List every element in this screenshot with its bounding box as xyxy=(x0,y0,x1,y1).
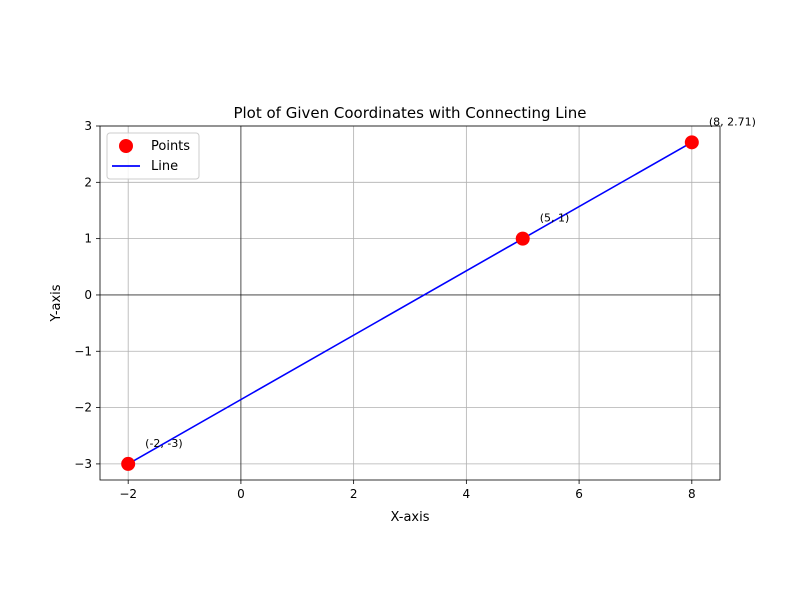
x-tick-label: 6 xyxy=(575,487,583,501)
y-tick-label: 1 xyxy=(84,232,92,246)
data-point xyxy=(684,135,699,150)
data-point xyxy=(515,231,530,246)
data-point xyxy=(121,456,136,471)
plot-area-frame xyxy=(99,125,721,481)
y-tick-label: −1 xyxy=(74,344,92,358)
y-tick-label: −2 xyxy=(74,401,92,415)
x-tick-label: 2 xyxy=(350,487,358,501)
legend: Points Line xyxy=(106,132,200,180)
x-tick-label: −2 xyxy=(119,487,137,501)
y-tick-label: 0 xyxy=(84,288,92,302)
legend-points-marker xyxy=(119,139,133,153)
point-annotations: (-2, -3) (5, 1) (8, 2.71) xyxy=(145,115,756,450)
y-axis-label: Y-axis xyxy=(49,284,64,322)
data-point-label: (-2, -3) xyxy=(145,437,183,450)
y-tick-label: 3 xyxy=(84,119,92,133)
y-tick-label: 2 xyxy=(84,175,92,189)
x-axis-ticks: −2 0 2 4 6 8 xyxy=(119,480,696,501)
x-tick-label: 0 xyxy=(237,487,245,501)
data-point-label: (5, 1) xyxy=(540,212,570,225)
x-tick-label: 8 xyxy=(688,487,696,501)
legend-points-label: Points xyxy=(151,139,190,154)
reference-lines xyxy=(100,126,720,480)
data-point-label: (8, 2.71) xyxy=(709,115,756,128)
legend-line-label: Line xyxy=(151,159,178,174)
y-tick-label: −3 xyxy=(74,457,92,471)
y-axis-ticks: −3 −2 −1 0 1 2 3 xyxy=(74,119,100,471)
x-tick-label: 4 xyxy=(463,487,471,501)
x-axis-label: X-axis xyxy=(391,510,430,525)
scatter-series xyxy=(121,135,699,471)
chart-title: Plot of Given Coordinates with Connectin… xyxy=(233,104,586,122)
